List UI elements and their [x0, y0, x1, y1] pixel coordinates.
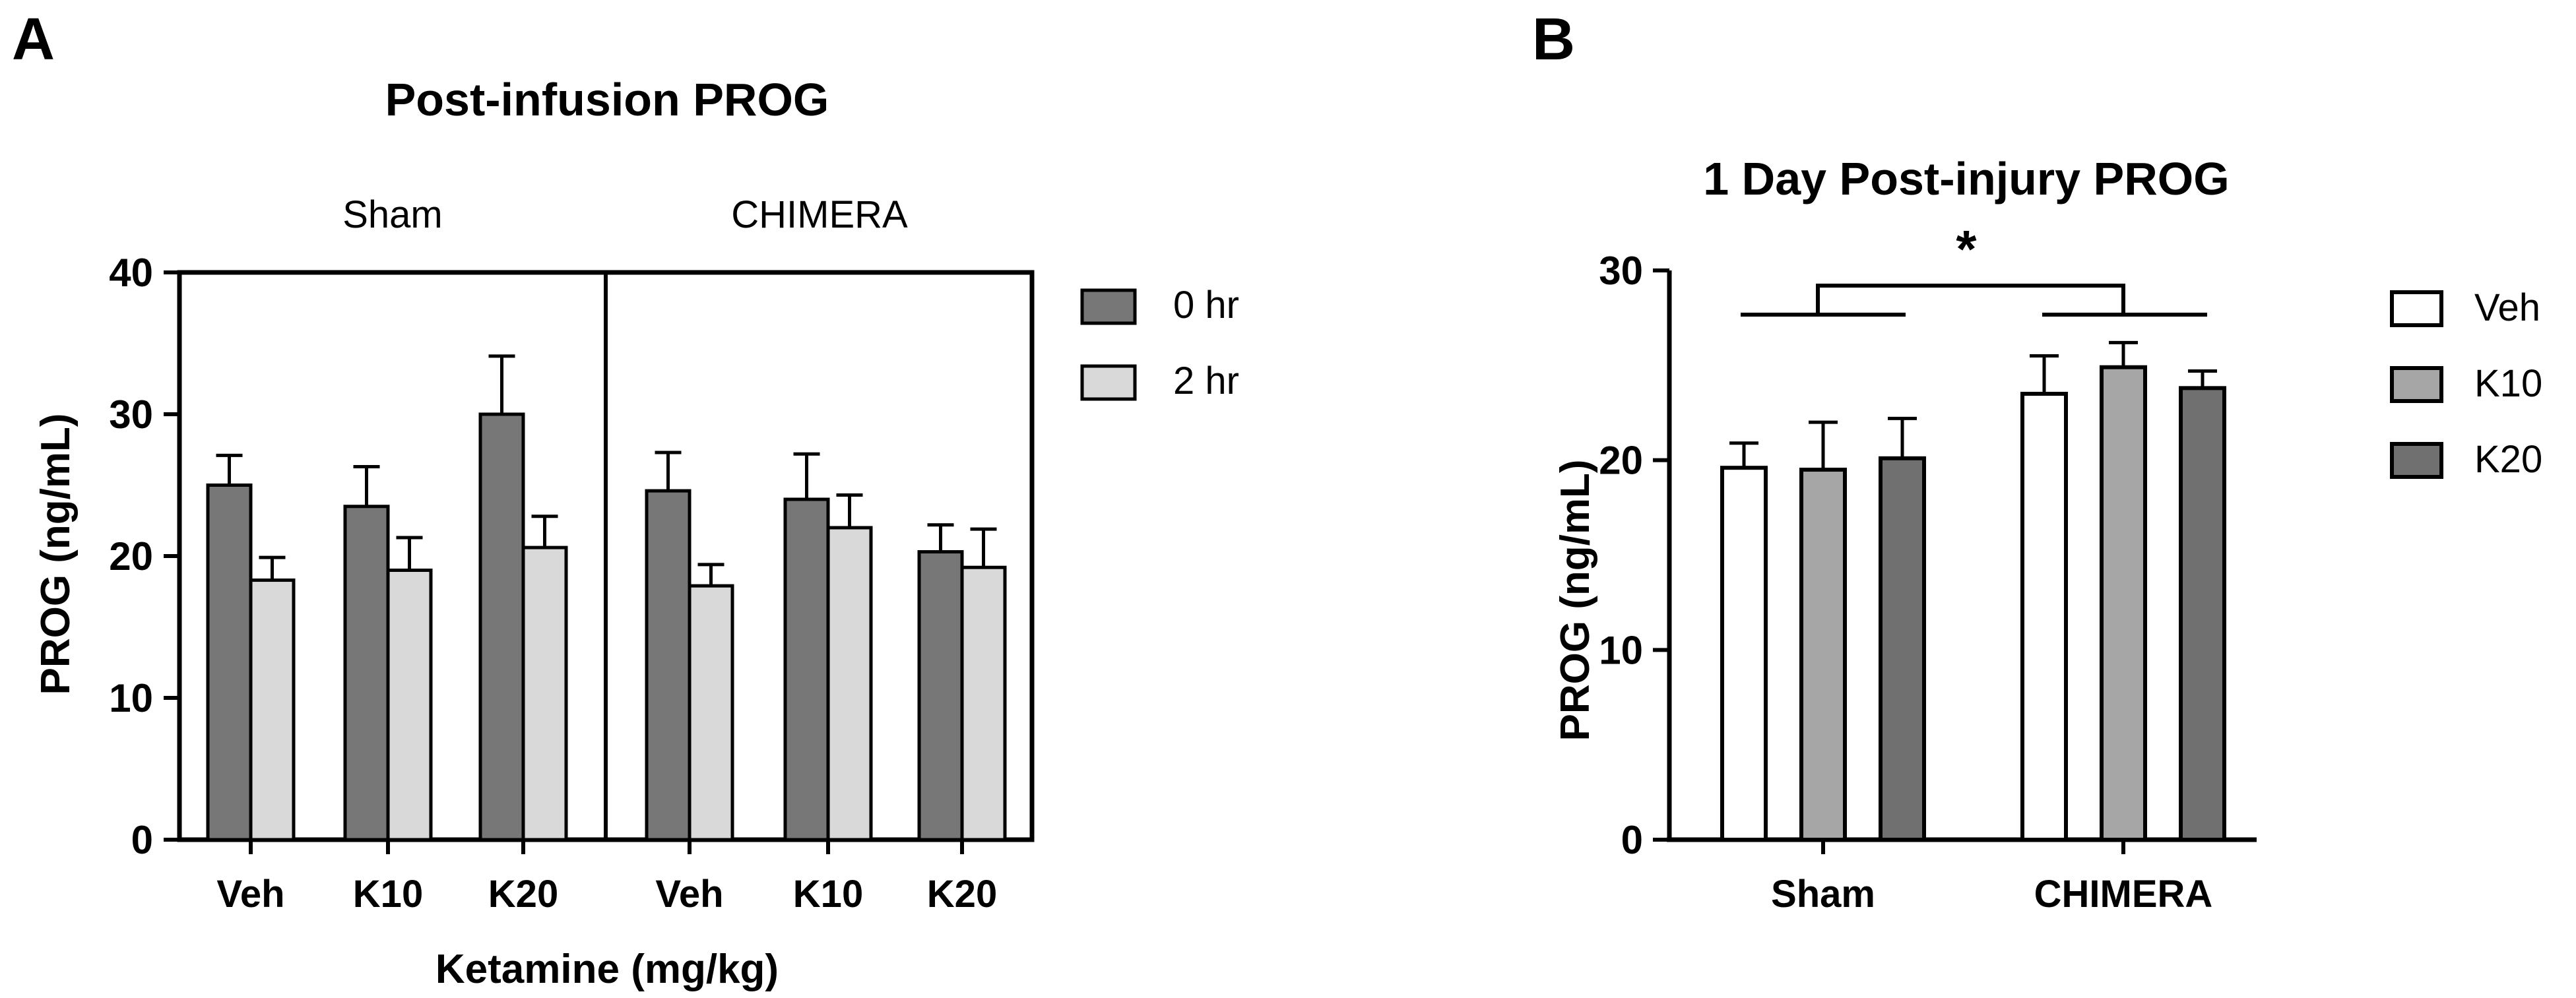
legend-swatch — [2390, 290, 2443, 327]
bar — [249, 578, 296, 842]
panel-a-bars: Veh K10 K20 Veh K10 K20 — [206, 354, 1007, 916]
panel-b-significance-bracket — [1741, 284, 2207, 317]
panel-b: B 1 Day Post-injury PROG PROG (ng/mL) * … — [1532, 7, 2542, 916]
legend-label: 2 hr — [1173, 359, 1239, 402]
panel-b-significance-star: * — [1956, 220, 1977, 278]
panel-a-legend: 0 hr 2 hr — [1080, 284, 1239, 402]
x-tick-label: K20 — [927, 873, 997, 916]
bar — [521, 546, 568, 842]
bar — [826, 526, 873, 842]
bar — [917, 550, 964, 842]
panel-b-title: 1 Day Post-injury PROG — [1703, 153, 2229, 204]
y-tick-label: 10 — [109, 676, 153, 720]
bar — [1879, 456, 1926, 842]
panel-b-y-axis: 0 10 20 30 — [1599, 249, 1669, 862]
panel-a-title: Post-infusion PROG — [385, 74, 829, 125]
legend-swatch — [1080, 364, 1137, 401]
x-tick-label: Veh — [216, 873, 284, 916]
panel-a-y-axis-label: PROG (ng/mL) — [33, 413, 79, 695]
bar — [2100, 365, 2147, 842]
bar — [2179, 386, 2226, 842]
panel-a-x-axis-label: Ketamine (mg/kg) — [435, 947, 779, 992]
panel-b-label: B — [1532, 7, 1575, 73]
y-tick-label: 20 — [109, 534, 153, 578]
legend-label: 0 hr — [1173, 284, 1239, 327]
y-tick-label: 0 — [131, 818, 153, 862]
panel-a-group-label-sham: Sham — [342, 193, 443, 236]
bar — [206, 483, 253, 842]
bar — [1799, 468, 1847, 842]
panel-b-bars: Sham CHIMERA — [1720, 340, 2226, 916]
bar — [386, 569, 433, 842]
x-tick-label: K10 — [793, 873, 863, 916]
y-tick-label: 40 — [109, 251, 153, 295]
bar — [1720, 466, 1768, 842]
legend-label: K20 — [2474, 438, 2542, 481]
panel-a-label: A — [12, 7, 55, 73]
bar — [343, 505, 390, 842]
bar — [2020, 391, 2068, 842]
y-tick-label: 20 — [1599, 439, 1643, 483]
bar — [478, 412, 525, 842]
panel-b-y-axis-label: PROG (ng/mL) — [1553, 459, 1598, 741]
panel-a-group-label-chimera: CHIMERA — [731, 193, 908, 236]
legend-swatch — [1080, 288, 1137, 325]
bar — [645, 489, 692, 842]
y-tick-label: 30 — [1599, 249, 1643, 293]
legend-swatch — [2390, 442, 2443, 479]
x-tick-label: K20 — [488, 873, 558, 916]
panel-a-y-axis: 0 10 20 30 40 — [109, 251, 179, 862]
panel-b-legend: Veh K10 K20 — [2390, 286, 2542, 481]
panel-a: A Post-infusion PROG Ketamine (mg/kg) PR… — [12, 7, 1239, 992]
x-tick-label: Sham — [1771, 873, 1875, 916]
legend-label: Veh — [2474, 286, 2540, 329]
bar — [783, 497, 830, 842]
bar — [688, 584, 734, 842]
legend-label: K10 — [2474, 362, 2542, 405]
y-tick-label: 0 — [1621, 818, 1643, 862]
legend-swatch — [2390, 366, 2443, 403]
y-tick-label: 30 — [109, 392, 153, 437]
x-tick-label: CHIMERA — [2034, 873, 2213, 916]
bar — [960, 565, 1007, 842]
x-tick-label: K10 — [353, 873, 423, 916]
x-tick-label: Veh — [655, 873, 723, 916]
y-tick-label: 10 — [1599, 628, 1643, 672]
